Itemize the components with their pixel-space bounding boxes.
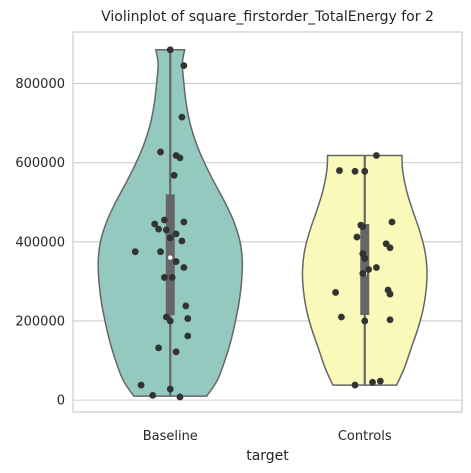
y-tick-label: 0 [57, 394, 65, 409]
data-point [172, 258, 180, 265]
data-point [176, 393, 184, 401]
data-point [386, 316, 394, 324]
x-tick-label: Baseline [143, 429, 198, 444]
y-tick-label: 600000 [15, 156, 65, 171]
data-point [180, 218, 188, 226]
data-point [361, 317, 369, 325]
data-point [166, 317, 174, 325]
plot-frame [72, 31, 463, 413]
data-point [131, 248, 139, 256]
violin-iqr-box [360, 223, 370, 316]
data-point [369, 378, 376, 386]
data-point [386, 244, 394, 252]
data-point [388, 218, 396, 226]
data-point [353, 233, 361, 241]
axis-ticks: 0 200000 400000 600000 800000 Baseline Control… [15, 77, 391, 444]
data-point [180, 264, 188, 271]
x-tick-label: Controls [338, 429, 392, 444]
data-point [166, 385, 174, 393]
data-point [149, 391, 157, 399]
data-point [359, 223, 367, 231]
data-point [361, 255, 369, 262]
data-point [168, 274, 176, 281]
y-tick-label: 400000 [15, 235, 65, 250]
data-point [178, 237, 186, 245]
data-point [182, 302, 190, 310]
violin-baseline [97, 46, 244, 401]
y-tick-label: 200000 [15, 314, 65, 329]
data-point [137, 381, 145, 389]
data-point [155, 225, 162, 233]
data-point [184, 315, 192, 322]
data-point [166, 46, 174, 54]
data-point [161, 216, 168, 224]
data-point [361, 167, 369, 175]
data-point [157, 148, 164, 156]
violin-controls [301, 152, 428, 389]
data-point [178, 113, 186, 121]
data-point [359, 270, 367, 277]
chart-title: Violinplot of square_firstorder_TotalEne… [101, 9, 434, 25]
data-point [155, 344, 162, 352]
data-point [386, 290, 394, 298]
data-point [351, 381, 359, 389]
data-point [351, 167, 359, 175]
data-point [151, 220, 159, 228]
data-point [161, 274, 168, 281]
x-axis-title: target [246, 448, 289, 464]
violin-median [168, 255, 173, 260]
data-point [376, 377, 384, 385]
data-point [170, 171, 178, 179]
data-point [365, 266, 373, 273]
data-point [332, 289, 339, 296]
data-point [172, 230, 180, 238]
data-point [336, 167, 343, 174]
data-point [162, 226, 170, 234]
y-tick-label: 800000 [15, 77, 65, 92]
data-point [176, 154, 184, 162]
data-point [184, 332, 192, 340]
violin-iqr-box [165, 194, 175, 316]
data-point [373, 152, 380, 159]
data-point [157, 248, 164, 256]
data-point [338, 313, 345, 321]
data-point [180, 62, 188, 70]
data-point [373, 264, 380, 271]
violins [97, 46, 428, 401]
data-point [166, 234, 174, 242]
data-point [172, 348, 180, 356]
